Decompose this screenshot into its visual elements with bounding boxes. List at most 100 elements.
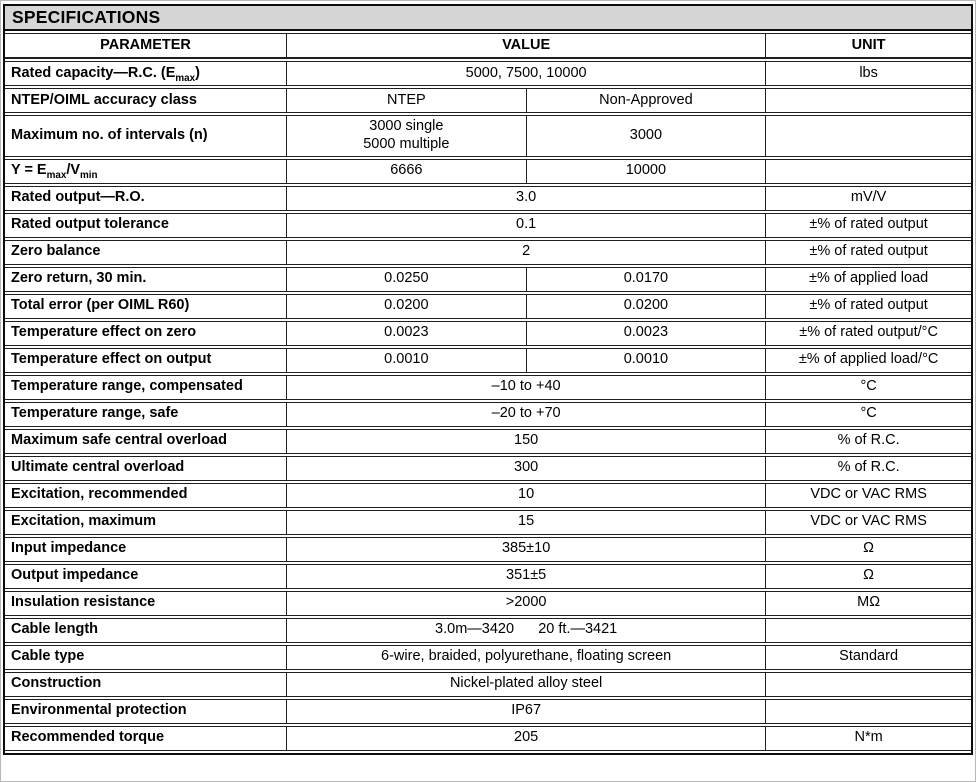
- unit-cell: mV/V: [766, 185, 971, 211]
- table-row: Ultimate central overload 300% of R.C.: [5, 455, 971, 481]
- table-row: Cable length 3.0m—3420 20 ft.—3421: [5, 617, 971, 643]
- parameter-cell: Temperature effect on output: [5, 347, 288, 373]
- unit-cell: N*m: [766, 725, 971, 751]
- parameter-cell: Rated output—R.O.: [5, 185, 288, 211]
- parameter-cell: Temperature range, safe: [5, 401, 288, 427]
- unit-cell: [766, 617, 971, 643]
- value-cell: 0.1: [287, 212, 767, 238]
- value-cell: Nickel-plated alloy steel: [287, 671, 767, 697]
- value-cell: 0.0170: [526, 266, 767, 292]
- spec-table-body: Rated capacity—R.C. (Emax) 5000, 7500, 10…: [5, 61, 971, 751]
- value-cell: 10: [287, 482, 767, 508]
- parameter-cell: Output impedance: [5, 563, 288, 589]
- value-cell: 3.0m—3420 20 ft.—3421: [287, 617, 767, 643]
- spec-table: PARAMETER VALUE UNIT Rated capacity—R.C.…: [5, 31, 971, 753]
- table-row: Excitation, recommended 10 VDC or VAC RMS: [5, 482, 971, 508]
- table-row: Maximum safe central overload 150% of R.C…: [5, 428, 971, 454]
- unit-cell: ±% of rated output: [766, 239, 971, 265]
- unit-cell: MΩ: [766, 590, 971, 616]
- value-cell: 5000, 7500, 10000: [287, 61, 767, 86]
- table-row: Rated output—R.O. 3.0 mV/V: [5, 185, 971, 211]
- value-cell: 351±5: [287, 563, 767, 589]
- table-row: Y = Emax/Vmin 6666 10000: [5, 158, 971, 184]
- parameter-cell: Rated capacity—R.C. (Emax): [5, 61, 288, 86]
- table-row: Environmental protection IP67: [5, 698, 971, 724]
- parameter-cell: Excitation, recommended: [5, 482, 288, 508]
- value-cell: 6666: [287, 158, 527, 184]
- value-cell: 0.0010: [526, 347, 767, 373]
- table-row: Cable type 6-wire, braided, polyurethane,…: [5, 644, 971, 670]
- parameter-cell: Rated output tolerance: [5, 212, 288, 238]
- column-header-value: VALUE: [287, 33, 767, 59]
- unit-cell: Standard: [766, 644, 971, 670]
- value-cell: 150: [287, 428, 767, 454]
- value-cell: NTEP: [287, 88, 527, 113]
- unit-cell: VDC or VAC RMS: [766, 509, 971, 535]
- unit-cell: [766, 158, 971, 184]
- value-cell: 3000 single 5000 multiple: [287, 115, 527, 157]
- value-cell: IP67: [287, 698, 767, 724]
- table-row: Total error (per OIML R60) 0.0200 0.0200 ±%…: [5, 293, 971, 319]
- parameter-cell: Zero balance: [5, 239, 288, 265]
- parameter-cell: Cable type: [5, 644, 288, 670]
- table-row: Recommended torque 205 N*m: [5, 725, 971, 751]
- table-row: Temperature effect on output 0.0010 0.0010…: [5, 347, 971, 373]
- table-row: Temperature range, safe –20 to +70 °C: [5, 401, 971, 427]
- value-cell: 205: [287, 725, 767, 751]
- value-cell: 0.0200: [287, 293, 527, 319]
- table-row: Input impedance 385±10 Ω: [5, 536, 971, 562]
- unit-cell: Ω: [766, 536, 971, 562]
- value-cell: 0.0010: [287, 347, 527, 373]
- parameter-cell: Zero return, 30 min.: [5, 266, 288, 292]
- value-cell: –20 to +70: [287, 401, 767, 427]
- parameter-cell: Total error (per OIML R60): [5, 293, 288, 319]
- parameter-cell: Maximum no. of intervals (n): [5, 115, 288, 157]
- table-row: Zero balance 2 ±% of rated output: [5, 239, 971, 265]
- value-cell: 0.0023: [287, 320, 527, 346]
- column-header-parameter: PARAMETER: [5, 33, 288, 59]
- value-cell: 3.0: [287, 185, 767, 211]
- unit-cell: °C: [766, 374, 971, 400]
- table-row: Rated output tolerance 0.1 ±% of rated out…: [5, 212, 971, 238]
- parameter-cell: Ultimate central overload: [5, 455, 288, 481]
- table-row: NTEP/OIML accuracy class NTEP Non-Approved: [5, 88, 971, 113]
- table-row: Output impedance 351±5 Ω: [5, 563, 971, 589]
- value-cell: 0.0200: [526, 293, 767, 319]
- table-row: Temperature effect on zero 0.0023 0.0023 ±%…: [5, 320, 971, 346]
- table-row: Temperature range, compensated –10 to +40…: [5, 374, 971, 400]
- unit-cell: Ω: [766, 563, 971, 589]
- table-row: Maximum no. of intervals (n) 3000 single …: [5, 115, 971, 157]
- unit-cell: ±% of applied load/°C: [766, 347, 971, 373]
- value-cell: 6-wire, braided, polyurethane, floating …: [287, 644, 767, 670]
- table-row: Construction Nickel-plated alloy steel: [5, 671, 971, 697]
- unit-cell: [766, 115, 971, 157]
- unit-cell: [766, 671, 971, 697]
- table-title: SPECIFICATIONS: [12, 6, 161, 27]
- parameter-cell: Y = Emax/Vmin: [5, 158, 288, 184]
- value-cell: 385±10: [287, 536, 767, 562]
- specifications-table: SPECIFICATIONS PARAMETER VALUE UNIT Rate…: [3, 4, 973, 755]
- parameter-cell: NTEP/OIML accuracy class: [5, 88, 288, 113]
- parameter-cell: Temperature range, compensated: [5, 374, 288, 400]
- unit-cell: °C: [766, 401, 971, 427]
- table-title-bar: SPECIFICATIONS: [5, 6, 971, 31]
- parameter-cell: Maximum safe central overload: [5, 428, 288, 454]
- unit-cell: [766, 88, 971, 113]
- unit-cell: VDC or VAC RMS: [766, 482, 971, 508]
- parameter-cell: Cable length: [5, 617, 288, 643]
- value-cell: Non-Approved: [526, 88, 767, 113]
- unit-cell: lbs: [766, 61, 971, 86]
- unit-cell: [766, 698, 971, 724]
- value-cell: 15: [287, 509, 767, 535]
- value-cell: 300: [287, 455, 767, 481]
- table-row: Insulation resistance >2000 MΩ: [5, 590, 971, 616]
- unit-cell: ±% of rated output: [766, 212, 971, 238]
- parameter-cell: Input impedance: [5, 536, 288, 562]
- value-cell: 2: [287, 239, 767, 265]
- parameter-cell: Excitation, maximum: [5, 509, 288, 535]
- parameter-cell: Environmental protection: [5, 698, 288, 724]
- value-cell: 0.0023: [526, 320, 767, 346]
- unit-cell: ±% of rated output: [766, 293, 971, 319]
- value-cell: >2000: [287, 590, 767, 616]
